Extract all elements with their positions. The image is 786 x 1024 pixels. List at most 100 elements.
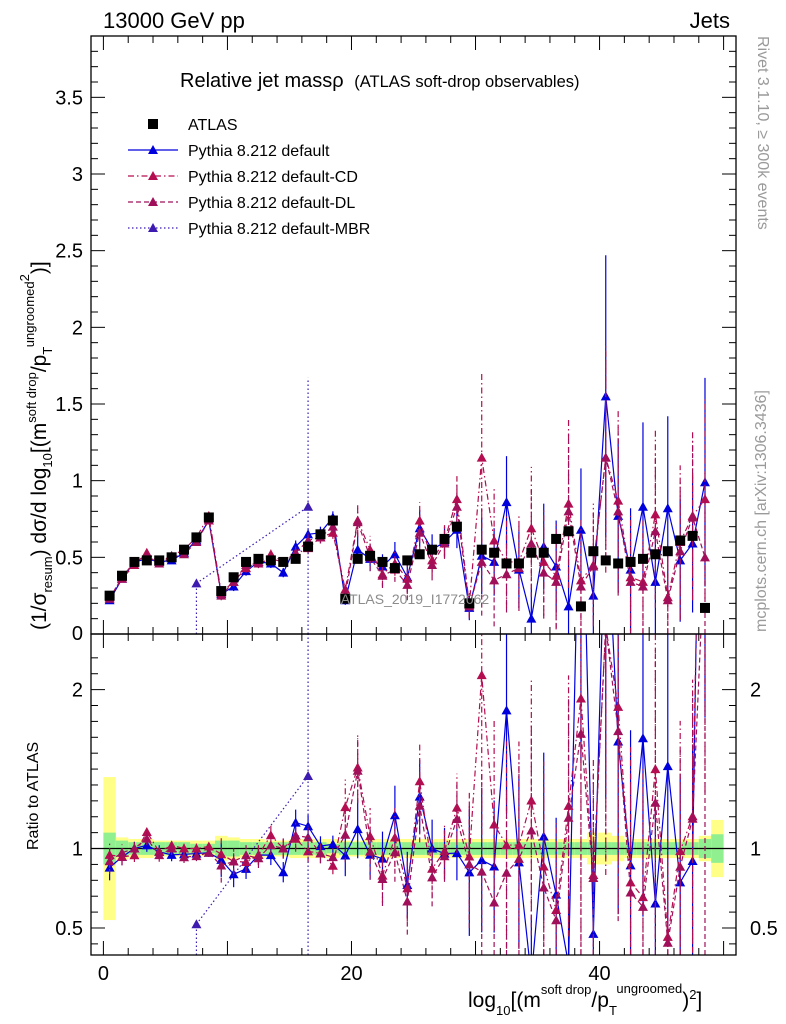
ratio-marker xyxy=(588,928,599,938)
data-point xyxy=(526,547,537,558)
ratio-plot-area xyxy=(91,180,736,955)
ratio-marker xyxy=(278,843,289,853)
data-point xyxy=(662,546,673,557)
y-label-sub: resum xyxy=(40,556,55,592)
series-marker xyxy=(662,595,673,605)
data-point xyxy=(551,533,562,544)
series-marker xyxy=(526,523,537,533)
x-label-sub: T xyxy=(609,1003,617,1018)
ratio-marker xyxy=(414,776,425,786)
ratio-marker xyxy=(513,840,524,850)
x-tick-label: 40 xyxy=(588,963,610,985)
ratio-marker xyxy=(389,810,400,820)
ratio-marker xyxy=(439,851,450,861)
legend-label: Pythia 8.212 default xyxy=(188,143,330,160)
x-tick-label: 0 xyxy=(98,963,109,985)
y-label-sub: T xyxy=(40,347,55,355)
ratio-marker xyxy=(637,733,648,743)
data-point xyxy=(439,533,450,544)
ratio-marker xyxy=(117,847,128,857)
series-marker xyxy=(303,501,314,511)
series-marker xyxy=(538,567,549,577)
data-point xyxy=(290,553,301,564)
y-label-part: [(m xyxy=(28,423,51,453)
series-marker xyxy=(613,506,624,516)
ratio-marker xyxy=(303,832,314,842)
series-marker xyxy=(427,560,438,569)
y-label-part: (1/σ xyxy=(28,592,51,630)
y-label-sub: 10 xyxy=(40,453,55,467)
data-point xyxy=(166,552,177,563)
series-marker xyxy=(625,576,636,586)
ratio-marker xyxy=(551,915,562,925)
series-marker xyxy=(402,579,413,589)
series-marker xyxy=(340,584,351,594)
ratio-panel: 0.5 0.51 12 2 0 20 40 xyxy=(55,180,778,985)
series-marker xyxy=(501,497,512,507)
ratio-marker xyxy=(625,887,636,897)
ratio-marker xyxy=(414,800,425,810)
series-marker xyxy=(575,581,586,591)
ratio-marker xyxy=(700,180,710,189)
data-point xyxy=(203,512,214,523)
ratio-marker xyxy=(191,851,202,861)
series-marker xyxy=(501,569,512,579)
chart-title-sub: (ATLAS soft-drop observables) xyxy=(354,73,579,91)
ratio-y-tick-label-right: 0.5 xyxy=(750,918,778,940)
y-tick-label: 1 xyxy=(72,471,83,493)
x-label-sup: ungroomed xyxy=(616,981,682,996)
ratio-marker xyxy=(501,867,512,877)
data-point xyxy=(451,521,462,532)
y-tick-label: 3 xyxy=(72,164,83,186)
series-marker xyxy=(414,527,425,537)
ratio-marker xyxy=(650,797,661,807)
x-label-sup: soft drop xyxy=(541,982,592,997)
series-marker xyxy=(451,494,462,504)
data-point xyxy=(191,532,202,543)
ratio-marker xyxy=(265,830,276,840)
data-point xyxy=(216,586,227,597)
main-x-ticks xyxy=(102,36,725,634)
data-point xyxy=(600,555,611,566)
ratio-y-axis-label: Ratio to ATLAS xyxy=(25,742,42,850)
series-marker xyxy=(327,521,338,531)
x-axis: 0 20 40 xyxy=(98,634,725,985)
ratio-marker xyxy=(191,919,202,929)
ratio-marker xyxy=(253,853,264,863)
ratio-y-tick-label: 1 xyxy=(72,839,83,861)
main-y-axis: 0.5 1 1.5 2 2.5 3 3.5 0 xyxy=(55,50,736,645)
x-label-sub: 10 xyxy=(496,1003,510,1018)
series-marker xyxy=(352,544,363,554)
data-point xyxy=(650,549,661,560)
ratio-marker xyxy=(278,867,289,877)
ratio-marker xyxy=(402,883,413,893)
y-label-part: ) dσ/d log xyxy=(28,468,51,557)
header-energy-label: 13000 GeV pp xyxy=(103,8,245,33)
ratio-marker xyxy=(551,905,562,915)
ratio-marker xyxy=(104,856,115,866)
series-marker xyxy=(526,613,537,623)
ratio-y-tick-label-right: 2 xyxy=(750,680,761,702)
data-point xyxy=(625,556,636,567)
ratio-marker xyxy=(601,622,611,631)
data-point xyxy=(377,556,388,567)
series-marker xyxy=(526,538,537,548)
ratio-marker xyxy=(179,852,190,862)
ratio-marker xyxy=(476,855,487,865)
ratio-marker xyxy=(451,802,462,812)
x-axis-label: log10[(msoft drop/pTungroomed)2] xyxy=(468,981,702,1018)
data-point xyxy=(179,544,190,555)
legend: ATLAS Pythia 8.212 default Pythia 8.212 de… xyxy=(128,117,370,238)
y-label-part: /p xyxy=(28,355,51,373)
x-label-sup: 2 xyxy=(689,987,696,1002)
legend-marker xyxy=(148,119,158,129)
ratio-marker xyxy=(538,831,549,841)
data-point xyxy=(687,530,698,541)
ratio-marker xyxy=(141,833,152,843)
ratio-marker xyxy=(675,861,686,871)
data-point xyxy=(699,602,710,613)
ratio-marker xyxy=(365,846,376,856)
ratio-marker xyxy=(489,897,500,907)
data-point xyxy=(228,572,239,583)
data-point xyxy=(414,549,425,560)
